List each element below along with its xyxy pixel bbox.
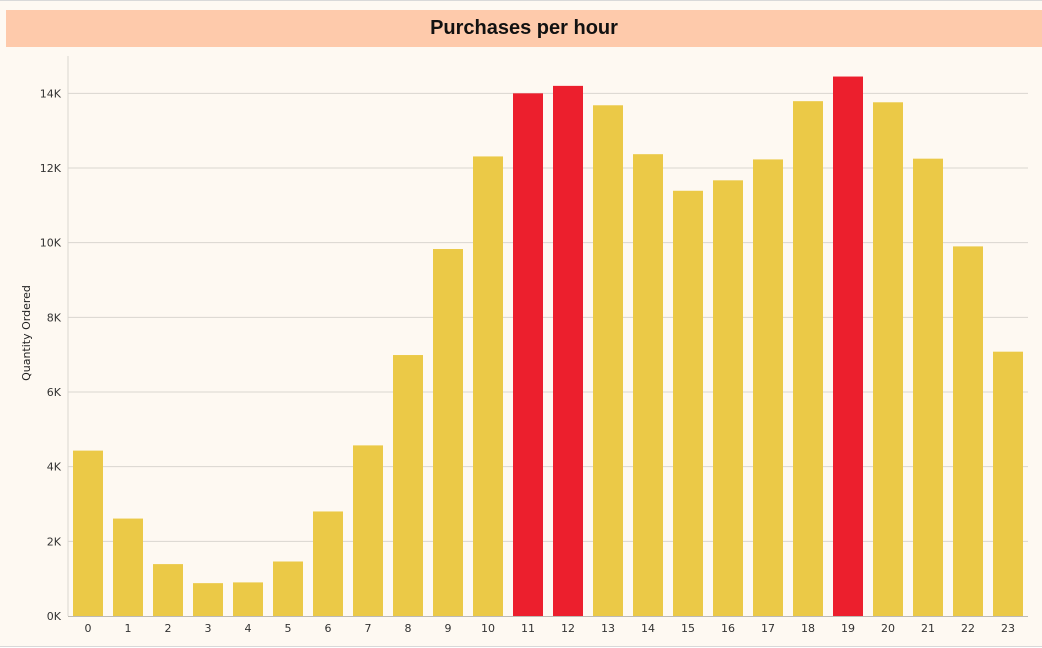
bars xyxy=(73,76,1023,617)
x-tick-label: 20 xyxy=(881,622,895,635)
y-axis-title: Quantity Ordered xyxy=(20,285,33,381)
y-tick-label: 8K xyxy=(47,311,62,324)
x-tick-labels: 0 1 2 3 4 5 6 7 8 9 10 11 12 13 14 15 16 17 18 19 20 21 22 23 xyxy=(85,622,1016,635)
chart-title: Purchases per hour xyxy=(430,17,618,39)
bar-hour-19[interactable] xyxy=(833,76,863,617)
x-tick-label: 10 xyxy=(481,622,495,635)
x-tick-label: 19 xyxy=(841,622,855,635)
x-tick-label: 5 xyxy=(285,622,292,635)
x-tick-label: 15 xyxy=(681,622,695,635)
x-tick-label: 6 xyxy=(325,622,332,635)
bar-hour-10[interactable] xyxy=(473,156,503,616)
y-tick-label: 10K xyxy=(40,237,62,250)
grid-lines xyxy=(68,92,1028,542)
x-tick-label: 0 xyxy=(85,622,92,635)
y-tick-label: 4K xyxy=(47,461,62,474)
x-tick-label: 8 xyxy=(405,622,412,635)
x-tick-label: 7 xyxy=(365,622,372,635)
bar-hour-21[interactable] xyxy=(913,158,943,616)
bar-hour-23[interactable] xyxy=(993,351,1023,616)
bar-hour-11[interactable] xyxy=(513,93,543,617)
bar-hour-1[interactable] xyxy=(113,518,143,616)
bar-hour-0[interactable] xyxy=(73,450,103,616)
bar-hour-7[interactable] xyxy=(353,445,383,616)
x-tick-label: 2 xyxy=(165,622,172,635)
x-tick-label: 17 xyxy=(761,622,775,635)
y-tick-label: 14K xyxy=(40,87,62,100)
bar-hour-12[interactable] xyxy=(553,85,583,616)
x-tick-label: 4 xyxy=(245,622,252,635)
bar-hour-6[interactable] xyxy=(313,511,343,616)
x-tick-label: 11 xyxy=(521,622,535,635)
chart-title-bar: Purchases per hour xyxy=(6,10,1042,47)
bar-hour-2[interactable] xyxy=(153,564,183,616)
bar-hour-9[interactable] xyxy=(433,249,463,616)
bar-hour-5[interactable] xyxy=(273,561,303,616)
y-tick-labels: 0K 2K 4K 6K 8K 10K 12K 14K xyxy=(40,87,62,623)
x-tick-label: 13 xyxy=(601,622,615,635)
bar-hour-4[interactable] xyxy=(233,582,263,616)
bar-hour-15[interactable] xyxy=(673,190,703,617)
bar-hour-16[interactable] xyxy=(713,180,743,616)
x-tick-label: 14 xyxy=(641,622,655,635)
bar-hour-13[interactable] xyxy=(593,105,623,616)
x-tick-label: 22 xyxy=(961,622,975,635)
y-tick-label: 2K xyxy=(47,535,62,548)
bar-hour-17[interactable] xyxy=(753,159,783,616)
bar-hour-18[interactable] xyxy=(793,101,823,616)
bar-hour-3[interactable] xyxy=(193,583,223,616)
bar-hour-22[interactable] xyxy=(953,246,983,616)
bar-hour-8[interactable] xyxy=(393,355,423,616)
x-tick-label: 1 xyxy=(125,622,132,635)
bar-hour-20[interactable] xyxy=(873,102,903,616)
x-tick-label: 23 xyxy=(1001,622,1015,635)
x-tick-label: 3 xyxy=(205,622,212,635)
y-tick-label: 6K xyxy=(47,386,62,399)
x-tick-label: 9 xyxy=(445,622,452,635)
x-tick-label: 12 xyxy=(561,622,575,635)
bar-hour-14[interactable] xyxy=(633,154,663,617)
x-tick-label: 18 xyxy=(801,622,815,635)
y-tick-label: 12K xyxy=(40,162,62,175)
x-tick-label: 16 xyxy=(721,622,735,635)
x-tick-label: 21 xyxy=(921,622,935,635)
y-tick-label: 0K xyxy=(47,610,62,623)
